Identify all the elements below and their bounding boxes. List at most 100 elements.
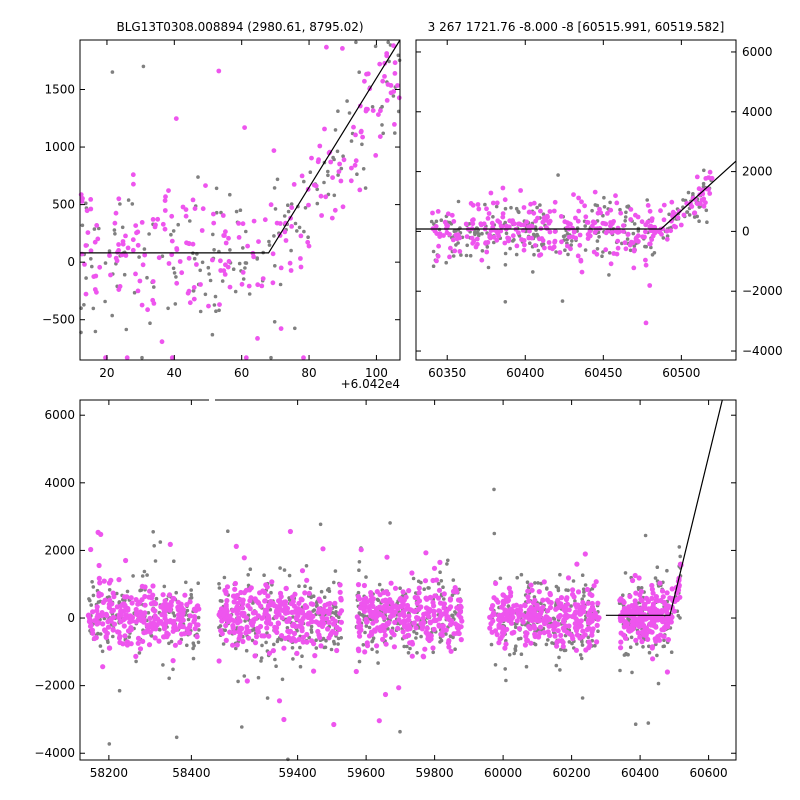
data-point-pink: [496, 617, 502, 623]
data-point-pink: [180, 610, 186, 616]
data-point-gray: [486, 265, 491, 270]
data-point-gray: [380, 104, 384, 109]
data-point-pink: [146, 642, 153, 648]
data-point-pink: [592, 230, 598, 235]
data-point-pink: [328, 159, 334, 165]
data-point-pink: [253, 598, 259, 604]
data-point-pink: [233, 543, 239, 550]
data-point-pink: [636, 623, 642, 630]
data-point-pink: [502, 240, 508, 246]
data-point-pink: [142, 252, 148, 258]
data-point-pink: [555, 605, 561, 611]
data-point-pink: [120, 241, 126, 247]
data-point-pink: [145, 307, 151, 313]
data-point-pink: [108, 577, 114, 584]
data-point-pink: [505, 598, 511, 604]
data-point-gray: [226, 529, 230, 533]
y-tick-label: 0: [67, 255, 75, 269]
data-point-pink: [533, 617, 539, 623]
data-point-pink: [244, 678, 250, 684]
data-point-gray: [507, 653, 512, 657]
data-point-pink: [688, 201, 693, 206]
data-point-gray: [532, 595, 537, 599]
data-point-pink: [128, 595, 134, 601]
data-point-gray: [498, 576, 503, 581]
data-point-gray: [408, 646, 412, 651]
data-point-pink: [671, 223, 677, 229]
x-tick-label: 58200: [90, 766, 128, 780]
data-point-gray: [512, 651, 516, 656]
data-point-pink: [122, 594, 128, 600]
data-point-gray: [583, 248, 588, 252]
data-point-gray: [434, 219, 439, 224]
data-point-pink: [594, 622, 600, 629]
data-point-pink: [498, 635, 504, 641]
data-point-pink: [137, 609, 144, 615]
data-point-pink: [308, 601, 314, 607]
data-point-pink: [304, 639, 310, 645]
data-point-pink: [614, 200, 620, 206]
data-point-pink: [438, 613, 444, 619]
data-point-gray: [509, 205, 513, 210]
data-point-pink: [579, 199, 584, 205]
data-point-pink: [432, 617, 438, 623]
data-point-pink: [707, 169, 713, 175]
data-point-pink: [518, 604, 524, 610]
data-point-gray: [544, 642, 549, 647]
data-point-pink: [223, 262, 228, 268]
data-point-pink: [162, 208, 168, 213]
data-point-pink: [270, 648, 276, 654]
data-point-pink: [116, 287, 122, 292]
data-point-pink: [224, 614, 231, 620]
data-point-gray: [570, 239, 574, 243]
data-point-gray: [623, 219, 627, 223]
data-point-pink: [571, 192, 576, 198]
data-point-pink: [534, 602, 540, 609]
data-point-pink: [457, 607, 463, 613]
data-point-pink: [385, 82, 391, 87]
data-point-pink: [324, 44, 329, 50]
data-point-gray: [389, 636, 393, 640]
data-point-pink: [514, 618, 520, 624]
data-point-pink: [560, 643, 566, 650]
data-point-pink: [364, 643, 371, 649]
data-point-gray: [88, 598, 92, 603]
data-point-gray: [228, 192, 232, 197]
data-point-gray: [357, 611, 362, 615]
data-point-pink: [625, 231, 631, 237]
data-point-gray: [315, 201, 320, 206]
data-point-pink: [627, 242, 633, 248]
data-point-gray: [191, 289, 196, 293]
data-point-pink: [547, 604, 554, 611]
data-point-gray: [536, 581, 540, 585]
data-point-gray: [370, 639, 375, 643]
data-point-gray: [282, 214, 287, 218]
data-point-pink: [321, 620, 327, 627]
data-point-pink: [500, 211, 506, 217]
data-point-pink: [631, 248, 637, 254]
data-point-pink: [151, 301, 157, 306]
data-point-gray: [153, 559, 158, 563]
data-point-gray: [525, 580, 530, 584]
panel-top-left: BLG13T0308.008894 (2980.61, 8795.02) 20 4…: [42, 20, 402, 391]
data-point-pink: [96, 590, 102, 597]
data-point-pink: [707, 191, 713, 196]
data-point-gray: [517, 234, 522, 238]
data-point-pink: [456, 612, 462, 618]
data-point-pink: [361, 582, 367, 589]
panel-top-right-ticks: 60350 60400 60450 60500 −4000 −2000 0 2000 4000 6…: [416, 40, 783, 380]
y-tick-label: 4000: [742, 105, 773, 119]
data-point-pink: [274, 629, 280, 636]
data-point-pink: [645, 219, 651, 225]
data-point-pink: [608, 261, 614, 267]
data-point-gray: [676, 613, 681, 618]
x-tick-label: 60400: [621, 766, 659, 780]
data-point-pink: [218, 258, 223, 264]
data-point-gray: [367, 625, 372, 630]
data-point-gray: [289, 202, 294, 206]
data-point-gray: [213, 294, 218, 299]
data-point-pink: [250, 610, 256, 616]
data-point-pink: [313, 619, 319, 625]
data-point-pink: [129, 618, 135, 624]
data-point-pink: [382, 632, 388, 638]
